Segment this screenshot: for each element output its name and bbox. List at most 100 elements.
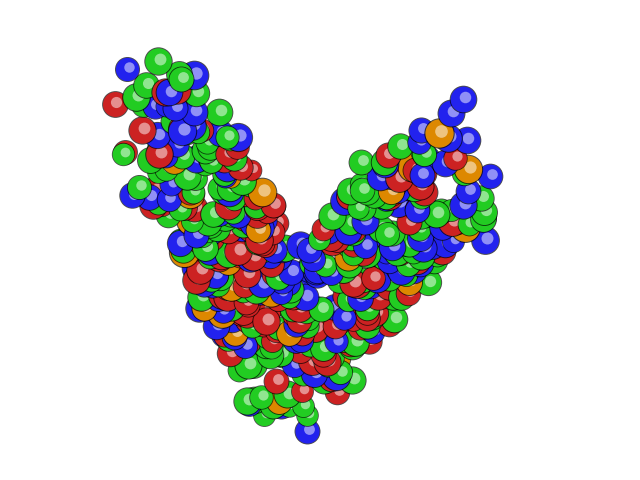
Point [307,339,317,347]
Point [155,145,165,153]
Point [284,402,294,409]
Point [347,239,357,246]
Point [261,217,271,225]
Point [223,203,233,210]
Point [272,246,282,254]
Point [395,197,405,205]
Point [251,395,261,402]
Point [273,253,283,261]
Point [161,86,172,94]
Point [432,251,442,259]
Point [258,320,268,328]
Point [240,306,250,314]
Point [314,264,324,272]
Point [251,202,261,210]
Point [405,287,415,295]
Point [386,273,396,280]
Point [175,75,186,83]
Point [346,235,356,242]
Point [225,210,236,218]
Point [339,314,349,322]
Point [431,244,441,252]
Point [367,317,377,325]
Point [410,247,420,254]
Point [434,249,444,257]
Point [221,168,231,176]
Point [408,184,419,192]
Point [356,158,366,166]
Point [415,236,425,244]
Point [355,294,365,302]
Point [255,288,266,295]
Point [150,102,160,110]
Point [153,57,163,65]
Point [314,236,324,243]
Point [300,306,310,313]
Point [269,226,279,234]
Point [385,191,396,198]
Point [277,276,287,284]
Point [376,225,387,233]
Point [376,225,387,233]
Point [186,96,196,104]
Point [442,157,452,165]
Point [154,199,164,207]
Point [212,320,223,328]
Point [442,134,452,142]
Point [239,350,250,358]
Point [328,233,338,240]
Point [305,341,316,348]
Point [230,329,240,337]
Point [415,252,426,260]
Point [271,219,282,227]
Point [416,193,426,201]
Point [387,243,397,251]
Point [248,253,258,261]
Point [279,275,289,282]
Point [325,232,335,240]
Point [351,280,362,288]
Point [311,305,321,312]
Point [225,174,236,181]
Point [362,323,372,330]
Point [479,208,490,216]
Point [396,267,406,275]
Point [376,230,387,238]
Point [273,284,284,292]
Point [273,397,284,405]
Point [268,401,278,409]
Point [212,224,222,231]
Point [207,282,218,289]
Point [284,329,294,337]
Point [348,251,358,258]
Point [239,189,250,197]
Point [254,201,264,209]
Point [270,399,280,407]
Point [417,180,427,188]
Point [220,305,230,313]
Point [394,263,404,270]
Point [231,153,241,160]
Point [296,336,306,344]
Point [458,201,468,208]
Point [355,276,365,283]
Point [478,192,488,200]
Point [148,201,159,208]
Point [347,217,357,225]
Point [389,241,399,249]
Point [223,259,234,266]
Point [446,216,456,224]
Point [268,201,278,209]
Point [304,246,314,253]
Point [256,393,266,401]
Point [273,375,284,383]
Point [187,122,197,130]
Point [351,224,362,232]
Point [382,158,392,166]
Point [319,263,330,270]
Point [223,251,233,258]
Point [198,231,208,239]
Point [243,316,253,324]
Point [239,176,249,183]
Point [239,219,250,227]
